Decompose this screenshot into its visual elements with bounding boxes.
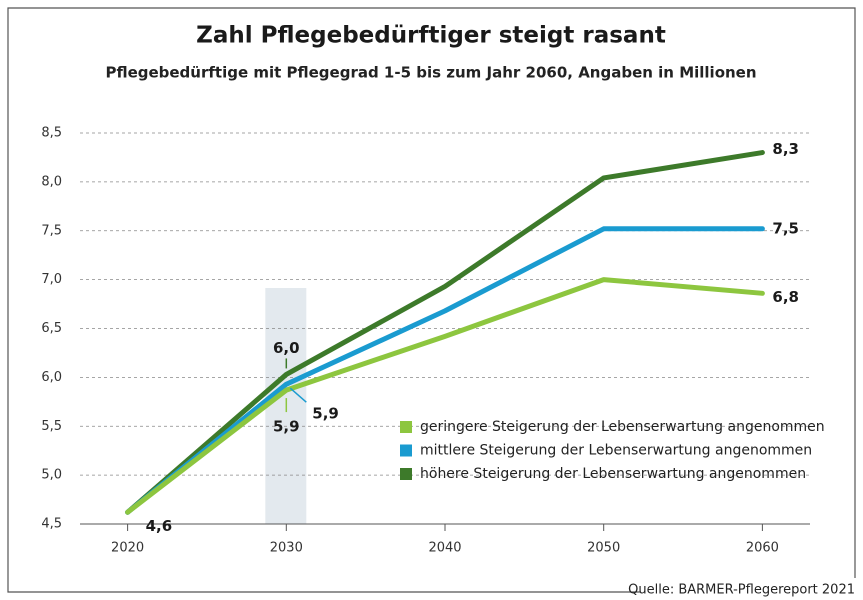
value-label: 5,9 [273, 418, 300, 436]
chart-subtitle: Pflegebedürftige mit Pflegegrad 1-5 bis … [105, 64, 756, 82]
y-tick-label: 5,5 [41, 419, 62, 434]
x-tick-label: 2020 [111, 541, 144, 556]
y-tick-label: 7,0 [41, 272, 62, 287]
x-tick-label: 2060 [746, 541, 779, 556]
y-tick-label: 7,5 [41, 223, 62, 238]
legend-swatch [400, 444, 412, 457]
x-tick-label: 2050 [587, 541, 620, 556]
y-tick-label: 5,0 [41, 468, 62, 483]
value-label: 6,0 [273, 339, 300, 357]
value-label: 8,3 [772, 140, 799, 158]
legend-swatch [400, 468, 412, 480]
chart-title: Zahl Pflegebedürftiger steigt rasant [196, 23, 666, 49]
x-tick-label: 2030 [270, 541, 303, 556]
legend-label: mittlere Steigerung der Lebenserwartung … [420, 443, 812, 459]
y-tick-label: 8,0 [41, 174, 62, 189]
legend-label: höhere Steigerung der Lebenserwartung an… [420, 466, 806, 482]
value-label: 6,8 [772, 288, 799, 306]
series-line [125, 150, 765, 515]
legend-label: geringere Steigerung der Lebenserwartung… [420, 419, 825, 435]
x-tick-label: 2040 [428, 541, 461, 556]
source: Quelle: BARMER-Pflegereport 2021 [628, 583, 855, 598]
y-tick-label: 8,5 [41, 126, 62, 141]
value-label: 5,9 [312, 405, 339, 423]
value-label: 4,6 [146, 517, 173, 535]
legend-swatch [400, 421, 412, 433]
label-leader [289, 387, 307, 403]
frame [7, 7, 856, 593]
y-tick-label: 6,0 [41, 370, 62, 385]
y-tick-label: 6,5 [41, 321, 62, 336]
value-label: 7,5 [772, 219, 799, 237]
series-line [125, 226, 765, 515]
y-tick-label: 4,5 [41, 517, 62, 532]
series-line [125, 277, 765, 515]
